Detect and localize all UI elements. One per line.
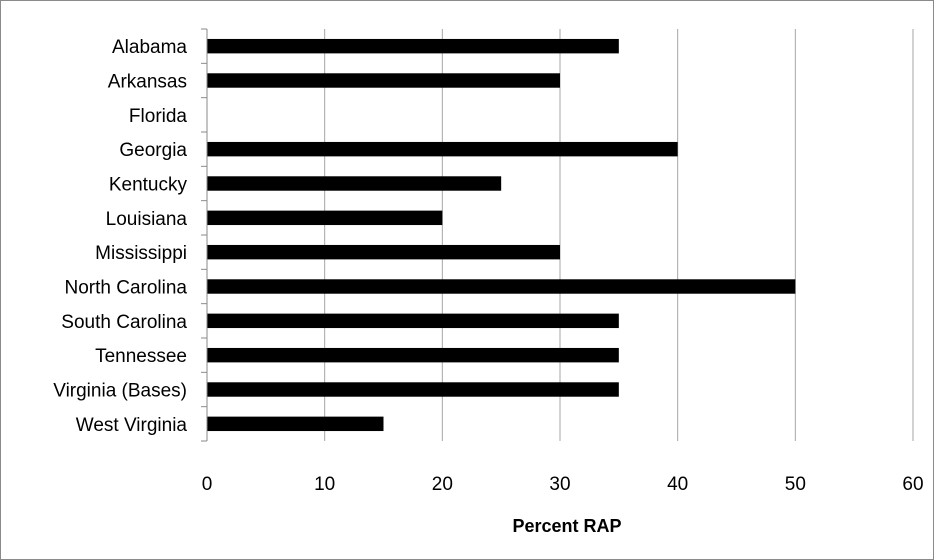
category-label: South Carolina — [61, 312, 187, 333]
category-label: West Virginia — [76, 415, 188, 436]
bar — [207, 347, 619, 363]
bar — [207, 279, 796, 294]
x-tick-label: 0 — [202, 474, 213, 495]
bar — [207, 141, 678, 157]
bar — [207, 416, 384, 432]
category-label: Louisiana — [106, 209, 188, 230]
category-label: Georgia — [119, 140, 187, 161]
x-tick-label: 10 — [314, 474, 335, 495]
category-label: North Carolina — [65, 278, 188, 299]
category-label: Florida — [129, 106, 188, 127]
x-tick-label: 30 — [549, 474, 570, 495]
x-tick-label: 20 — [432, 474, 453, 495]
tick-labels: 0 10 20 30 40 50 60 — [202, 474, 924, 495]
category-labels: Alabama Arkansas Florida Georgia Kentucky Lou… — [53, 37, 187, 436]
x-axis-title: Percent RAP — [512, 516, 621, 536]
x-tick-label: 50 — [785, 474, 806, 495]
category-label: Kentucky — [109, 175, 188, 196]
bar — [207, 313, 619, 329]
category-label: Tennessee — [95, 346, 187, 367]
category-label: Arkansas — [108, 72, 187, 93]
x-tick-label: 40 — [667, 474, 688, 495]
gridlines — [324, 29, 914, 441]
bar — [207, 244, 560, 260]
bar — [207, 38, 619, 54]
bars — [207, 38, 796, 432]
bar — [207, 176, 502, 191]
category-label: Alabama — [112, 37, 187, 58]
bar — [207, 210, 443, 226]
axes — [201, 28, 208, 442]
bar — [207, 382, 619, 397]
category-label: Virginia (Bases) — [53, 381, 187, 402]
x-tick-label: 60 — [902, 474, 923, 495]
bar — [207, 73, 560, 88]
category-label: Mississippi — [95, 243, 187, 264]
